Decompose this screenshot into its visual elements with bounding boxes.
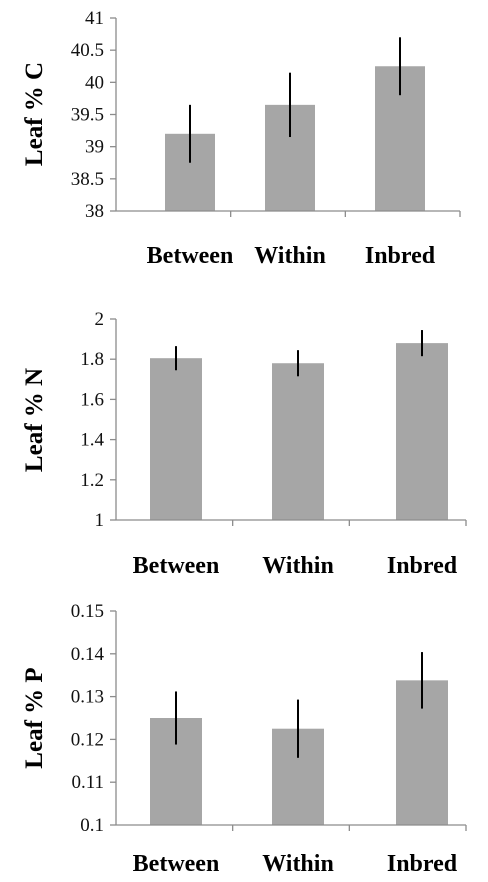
y-axis-title: Leaf % P: [21, 667, 48, 768]
chart-leaf-c-svg: 38 38.5 39 39.5 40 40.5 41 Between Within Inbred L…: [21, 8, 461, 269]
y-tick-label: 39.5: [71, 105, 104, 126]
bar-n-0: [150, 358, 202, 520]
x-category-label: Within: [262, 553, 334, 579]
y-tick-label: 41: [85, 8, 104, 29]
y-axis-title: Leaf % N: [21, 368, 48, 472]
x-category-label: Within: [254, 243, 326, 269]
y-tick-label: 38: [85, 201, 104, 222]
y-tick-label: 40.5: [71, 40, 104, 61]
y-tick-label: 1.4: [80, 430, 104, 451]
bar-n-2: [396, 343, 448, 520]
y-tick-label: 0.11: [71, 772, 104, 793]
y-tick-label: 0.12: [71, 729, 104, 750]
chart-leaf-n: 1 1.2 1.4 1.6 1.8 2 Between Within Inbred Leaf % …: [0, 300, 488, 590]
y-tick-label: 39: [85, 137, 104, 158]
bar-n-1: [272, 363, 324, 520]
y-tick-label: 1.6: [80, 389, 104, 410]
x-category-label: Between: [133, 553, 220, 579]
x-category-label: Inbred: [365, 243, 436, 269]
y-tick-label: 0.13: [71, 687, 104, 708]
chart-leaf-p: 0.1 0.11 0.12 0.13 0.14 0.15 Between Within Inbr…: [0, 598, 488, 882]
x-category-label: Between: [147, 243, 234, 269]
y-tick-label: 1: [95, 510, 105, 531]
y-tick-label: 1.8: [80, 349, 104, 370]
chart-leaf-p-svg: 0.1 0.11 0.12 0.13 0.14 0.15 Between Within Inbr…: [21, 601, 467, 877]
x-category-label: Inbred: [387, 851, 458, 877]
chart-leaf-n-svg: 1 1.2 1.4 1.6 1.8 2 Between Within Inbred Leaf % …: [21, 309, 467, 579]
y-tick-label: 0.15: [71, 601, 104, 622]
y-tick-label: 1.2: [80, 470, 104, 491]
chart-leaf-c: 38 38.5 39 39.5 40 40.5 41 Between Within Inbred L…: [0, 0, 488, 285]
y-axis-title: Leaf % C: [21, 62, 48, 166]
y-tick-label: 0.14: [71, 644, 105, 665]
y-tick-label: 38.5: [71, 169, 104, 190]
x-category-label: Between: [133, 851, 220, 877]
x-category-label: Within: [262, 851, 334, 877]
y-tick-label: 0.1: [80, 815, 104, 836]
y-tick-label: 40: [85, 72, 104, 93]
y-tick-label: 2: [95, 309, 105, 330]
x-category-label: Inbred: [387, 553, 458, 579]
